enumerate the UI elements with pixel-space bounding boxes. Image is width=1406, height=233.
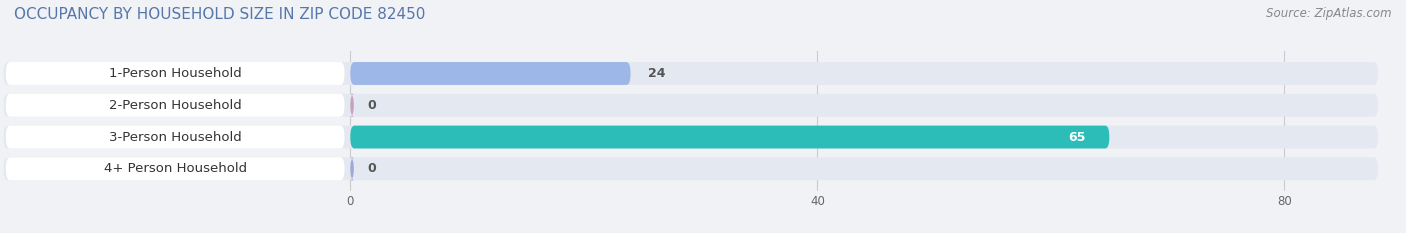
- Text: 0: 0: [368, 99, 377, 112]
- FancyBboxPatch shape: [6, 126, 344, 148]
- FancyBboxPatch shape: [350, 157, 354, 180]
- FancyBboxPatch shape: [3, 62, 1378, 85]
- Text: 0: 0: [368, 162, 377, 175]
- Text: 1-Person Household: 1-Person Household: [108, 67, 242, 80]
- Text: OCCUPANCY BY HOUSEHOLD SIZE IN ZIP CODE 82450: OCCUPANCY BY HOUSEHOLD SIZE IN ZIP CODE …: [14, 7, 426, 22]
- FancyBboxPatch shape: [3, 157, 1378, 180]
- FancyBboxPatch shape: [6, 94, 344, 117]
- Text: 2-Person Household: 2-Person Household: [108, 99, 242, 112]
- Text: 3-Person Household: 3-Person Household: [108, 130, 242, 144]
- FancyBboxPatch shape: [350, 126, 1109, 148]
- FancyBboxPatch shape: [3, 94, 1378, 117]
- FancyBboxPatch shape: [6, 62, 344, 85]
- Text: 4+ Person Household: 4+ Person Household: [104, 162, 246, 175]
- Text: 65: 65: [1069, 130, 1085, 144]
- FancyBboxPatch shape: [6, 157, 344, 180]
- FancyBboxPatch shape: [350, 62, 630, 85]
- Text: 24: 24: [648, 67, 665, 80]
- FancyBboxPatch shape: [350, 94, 354, 117]
- Text: Source: ZipAtlas.com: Source: ZipAtlas.com: [1267, 7, 1392, 20]
- FancyBboxPatch shape: [3, 126, 1378, 148]
